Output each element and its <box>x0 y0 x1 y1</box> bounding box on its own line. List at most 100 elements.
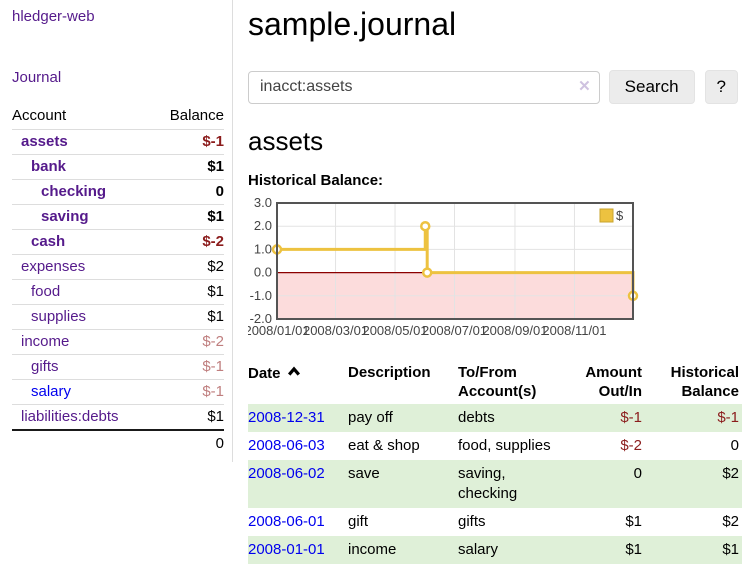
transaction-accounts: salary <box>458 541 499 558</box>
account-balance: $1 <box>207 283 224 300</box>
accounts-header-row: Account Balance <box>12 103 224 130</box>
transaction-balance: $-1 <box>717 409 739 426</box>
x-tick-label: 2008/01/01 <box>248 323 310 338</box>
search-button[interactable]: Search <box>608 70 695 104</box>
account-balance: $-2 <box>202 233 224 250</box>
account-link-expenses[interactable]: expenses <box>21 258 86 275</box>
account-link-income[interactable]: income <box>21 333 70 350</box>
transaction-date-link[interactable]: 2008-06-02 <box>248 465 325 482</box>
transaction-amount: $1 <box>625 541 642 558</box>
transaction-description: save <box>348 465 380 482</box>
data-point-marker[interactable] <box>420 220 431 232</box>
account-row: food $1 <box>12 279 224 305</box>
transaction-amount: $-1 <box>620 409 642 426</box>
x-tick-label: 2008/09/01 <box>482 323 547 338</box>
nav-journal-link[interactable]: Journal <box>12 69 62 86</box>
x-tick-label: 2008/03/01 <box>303 323 368 338</box>
account-link-supplies[interactable]: supplies <box>31 308 87 325</box>
page-title: sample.journal <box>248 6 457 42</box>
balance-chart-svg: 3.0 2.0 1.0 0.0 -1.0 -2.02008/01/012008/03/01… <box>244 195 639 338</box>
account-balance: $1 <box>207 408 224 425</box>
help-button[interactable]: ? <box>704 70 738 104</box>
transaction-description: income <box>348 541 397 558</box>
search-input[interactable] <box>248 70 600 104</box>
account-row: supplies $1 <box>12 304 224 330</box>
transaction-description: eat & shop <box>348 437 420 454</box>
register-row: 2008-06-03 eat & shop food, supplies $-2 0 <box>248 432 742 460</box>
clear-search-icon[interactable]: ✕ <box>578 77 591 95</box>
transaction-date-link[interactable]: 2008-12-31 <box>248 409 325 426</box>
x-tick-label: 2008/07/01 <box>422 323 487 338</box>
transaction-description: gift <box>348 513 369 530</box>
transaction-description: pay off <box>348 409 393 426</box>
chart-legend: $ <box>599 208 624 223</box>
account-link-bank[interactable]: bank <box>31 158 67 175</box>
account-row: liabilities:debts $1 <box>12 404 224 431</box>
transaction-date-link[interactable]: 2008-01-01 <box>248 541 325 558</box>
column-header-amount: Amount Out/In <box>585 364 642 400</box>
account-link-checking[interactable]: checking <box>41 183 107 200</box>
y-tick-label: 0.0 <box>254 265 272 280</box>
account-row: bank $1 <box>12 154 224 180</box>
brand-link[interactable]: hledger-web <box>12 8 95 25</box>
account-link-liabilities-debts[interactable]: liabilities:debts <box>21 408 119 425</box>
y-tick-label: -1.0 <box>250 288 272 303</box>
plot-border <box>276 202 634 320</box>
column-header-accounts: To/From Account(s) <box>458 364 537 400</box>
account-link-cash[interactable]: cash <box>31 233 66 250</box>
account-link-gifts[interactable]: gifts <box>31 358 59 375</box>
transaction-accounts: debts <box>458 409 495 426</box>
account-balance: 0 <box>215 183 224 200</box>
transaction-date-link[interactable]: 2008-06-03 <box>248 437 325 454</box>
transaction-date: 2008-01-01 <box>248 536 348 564</box>
search-input-wrap: ✕ <box>248 70 600 104</box>
transaction-balance: 0 <box>730 437 739 454</box>
register-row: 2008-01-01 income salary $1 $1 <box>248 536 742 564</box>
account-link-food[interactable]: food <box>31 283 61 300</box>
main-content: sample.journal ✕ Search ? assets Histori… <box>244 0 742 564</box>
column-header-date[interactable]: Date <box>248 360 348 404</box>
accounts-header-balance: Balance <box>169 107 224 124</box>
register-table: Date Description To/From Account(s) Amou… <box>248 360 742 564</box>
historical-balance-label: Historical Balance: <box>248 172 384 189</box>
y-tick-label: -2.0 <box>250 311 272 326</box>
transaction-amount: $1 <box>625 513 642 530</box>
transaction-date: 2008-06-03 <box>248 432 348 460</box>
transaction-accounts: food, supplies <box>458 437 551 454</box>
column-header-balance: Historical Balance <box>670 364 739 400</box>
transaction-balance: $2 <box>722 465 739 482</box>
balance-chart[interactable]: 3.0 2.0 1.0 0.0 -1.0 -2.0 2008/01/01 2008/03/01… <box>244 195 738 343</box>
transaction-date-link[interactable]: 2008-06-01 <box>248 513 325 530</box>
column-header-description: Description <box>348 364 431 381</box>
data-point-marker[interactable] <box>421 267 433 278</box>
account-link-salary[interactable]: salary <box>31 383 72 400</box>
account-row: saving $1 <box>12 204 224 230</box>
transaction-amount: $-2 <box>620 437 642 454</box>
account-balance: $1 <box>207 208 224 225</box>
search-bar: ✕ Search ? <box>248 70 738 104</box>
register-row: 2008-06-01 gift gifts $1 $2 <box>248 508 742 536</box>
account-row: checking 0 <box>12 179 224 205</box>
account-balance: $-1 <box>202 133 224 150</box>
account-link-saving[interactable]: saving <box>41 208 89 225</box>
account-balance: $2 <box>207 258 224 275</box>
account-balance: $-2 <box>202 333 224 350</box>
accounts-header-account: Account <box>12 107 67 124</box>
accounts-total-row: 0 <box>12 429 224 456</box>
account-row: salary $-1 <box>12 379 224 405</box>
accounts-table: Account Balance assets $-1 bank $1 checking 0… <box>12 103 224 456</box>
legend-swatch <box>599 208 614 223</box>
transaction-accounts: saving, checking <box>458 465 518 502</box>
register-header-row: Date Description To/From Account(s) Amou… <box>248 360 742 404</box>
account-balance: $-1 <box>202 358 224 375</box>
register-row: 2008-06-02 save saving, checking 0 $2 <box>248 460 742 508</box>
y-tick-label: 1.0 <box>254 241 272 256</box>
account-link-assets[interactable]: assets <box>21 133 68 150</box>
accounts-total-balance: 0 <box>152 429 224 456</box>
y-tick-label: 2.0 <box>254 218 272 233</box>
transaction-date: 2008-06-02 <box>248 460 348 508</box>
account-row: cash $-2 <box>12 229 224 255</box>
account-balance: $1 <box>207 158 224 175</box>
transaction-date: 2008-12-31 <box>248 404 348 432</box>
account-row: expenses $2 <box>12 254 224 280</box>
